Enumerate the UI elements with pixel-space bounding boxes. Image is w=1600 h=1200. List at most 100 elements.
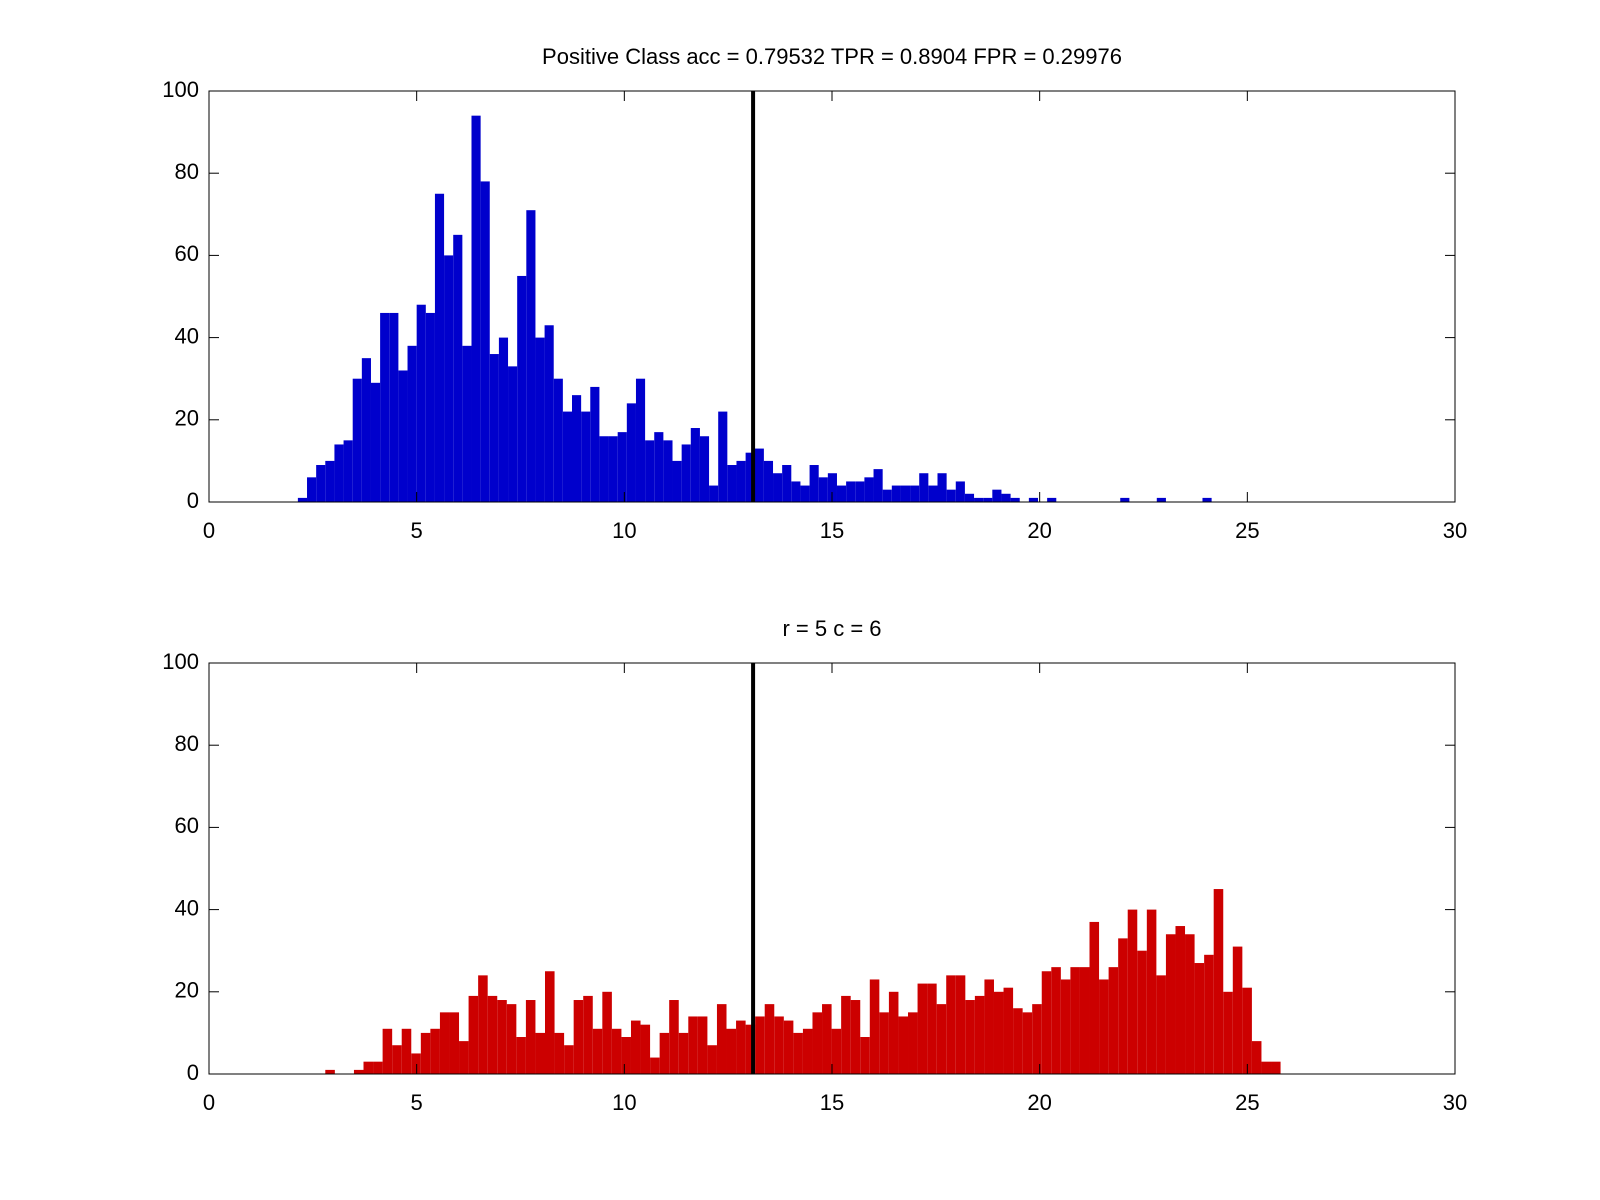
histogram-bar xyxy=(554,1032,565,1074)
histogram-bar xyxy=(908,1012,918,1074)
x-tick-label: 25 xyxy=(1235,518,1259,543)
histogram-bar xyxy=(1261,1061,1272,1074)
histogram-bar xyxy=(590,386,600,502)
y-tick-label: 40 xyxy=(175,323,199,348)
histogram-bar xyxy=(745,1024,756,1074)
histogram-bar xyxy=(1051,967,1061,1074)
x-tick-label: 15 xyxy=(820,1090,844,1115)
histogram-bar xyxy=(535,1032,546,1074)
histogram-bar xyxy=(1127,909,1138,1074)
histogram-bar xyxy=(1041,971,1052,1074)
histogram-bar xyxy=(1213,889,1224,1074)
histogram-bar xyxy=(974,995,985,1074)
histogram-bar xyxy=(669,1000,679,1074)
histogram-bar xyxy=(553,378,563,502)
y-tick-label: 60 xyxy=(175,813,199,838)
histogram-bar xyxy=(425,312,435,502)
histogram-bar xyxy=(888,991,899,1074)
histogram-bar xyxy=(812,1012,823,1074)
histogram-bar xyxy=(411,1053,421,1074)
histogram-bar xyxy=(809,465,819,502)
histogram-bar xyxy=(599,436,609,502)
histogram-bar xyxy=(1202,497,1212,502)
histogram-bar xyxy=(592,1028,603,1074)
x-tick-label: 5 xyxy=(411,1090,423,1115)
histogram-bar xyxy=(1028,497,1039,502)
histogram-bar xyxy=(831,1028,842,1074)
histogram-bar xyxy=(1223,991,1233,1074)
histogram-bar xyxy=(1108,967,1119,1074)
histogram-bar xyxy=(917,983,928,1074)
histogram-bar xyxy=(352,378,362,502)
histogram-bar xyxy=(573,1000,584,1074)
histogram-bar xyxy=(936,1004,947,1074)
histogram-bar xyxy=(965,1000,975,1074)
histogram-bar xyxy=(919,473,929,502)
histogram-bar xyxy=(416,304,426,502)
histogram-bar xyxy=(361,358,371,502)
histogram-bar xyxy=(663,440,673,502)
histogram-bar xyxy=(718,411,728,502)
histogram-bar xyxy=(869,979,880,1074)
histogram-bar xyxy=(879,1012,889,1074)
histogram-bar xyxy=(1271,1061,1281,1074)
histogram-bar xyxy=(325,1069,335,1074)
histogram-bar xyxy=(841,995,851,1074)
histogram-bar xyxy=(462,345,472,502)
histogram-bar xyxy=(1003,987,1014,1074)
histogram-bar xyxy=(983,497,993,502)
histogram-bar xyxy=(401,1028,412,1074)
histogram-bar xyxy=(818,477,828,502)
histogram-bar xyxy=(1047,497,1057,502)
y-tick-label: 0 xyxy=(187,1060,199,1085)
histogram-bar xyxy=(793,1032,803,1074)
histogram-bar xyxy=(389,312,399,502)
histogram-bar xyxy=(773,473,783,502)
histogram-bar xyxy=(937,473,947,502)
histogram-bar xyxy=(307,477,317,502)
chart-title: Positive Class acc = 0.79532 TPR = 0.890… xyxy=(542,44,1122,69)
histogram-bar xyxy=(755,1016,765,1074)
histogram-bar xyxy=(783,1020,794,1074)
histogram-bar xyxy=(716,1004,727,1074)
histogram-bar xyxy=(672,460,682,502)
histogram-bar xyxy=(860,1037,870,1074)
histogram-bar xyxy=(864,477,874,502)
histogram-bar xyxy=(316,465,326,502)
histogram-bar xyxy=(380,312,390,502)
histogram-bar xyxy=(1022,1012,1033,1074)
axes-box xyxy=(208,662,1456,1075)
x-tick-label: 30 xyxy=(1443,1090,1467,1115)
histogram-bar xyxy=(497,1000,507,1074)
histogram-bar xyxy=(984,979,994,1074)
histogram-bar xyxy=(1156,497,1166,502)
histogram-bar xyxy=(688,1016,698,1074)
histogram-bar xyxy=(955,481,965,502)
histogram-bar xyxy=(526,210,536,502)
histogram-bar xyxy=(1010,497,1020,502)
histogram-bar xyxy=(946,975,956,1074)
chart-title: r = 5 c = 6 xyxy=(782,616,881,641)
histogram-bar xyxy=(726,1028,737,1074)
histogram-bar xyxy=(736,1020,746,1074)
histogram-bar xyxy=(709,485,719,502)
y-tick-label: 100 xyxy=(162,649,199,674)
histogram-bar xyxy=(635,378,646,502)
x-tick-label: 20 xyxy=(1027,518,1051,543)
histogram-bar xyxy=(1137,950,1147,1074)
histogram-bar xyxy=(690,428,700,502)
histogram-bar xyxy=(572,395,582,502)
histogram-bar xyxy=(681,444,691,502)
y-tick-label: 60 xyxy=(175,241,199,266)
histogram-bar xyxy=(1242,987,1252,1074)
histogram-bar xyxy=(946,489,956,502)
y-tick-label: 80 xyxy=(175,731,199,756)
histogram-bar xyxy=(544,325,554,502)
histogram-bar xyxy=(535,337,545,502)
histogram-bar xyxy=(506,1004,517,1074)
y-tick-label: 0 xyxy=(187,488,199,513)
histogram-bar xyxy=(480,181,490,503)
histogram-bar xyxy=(974,497,984,502)
histogram-bar xyxy=(802,1028,813,1074)
axes-box xyxy=(208,90,1456,503)
